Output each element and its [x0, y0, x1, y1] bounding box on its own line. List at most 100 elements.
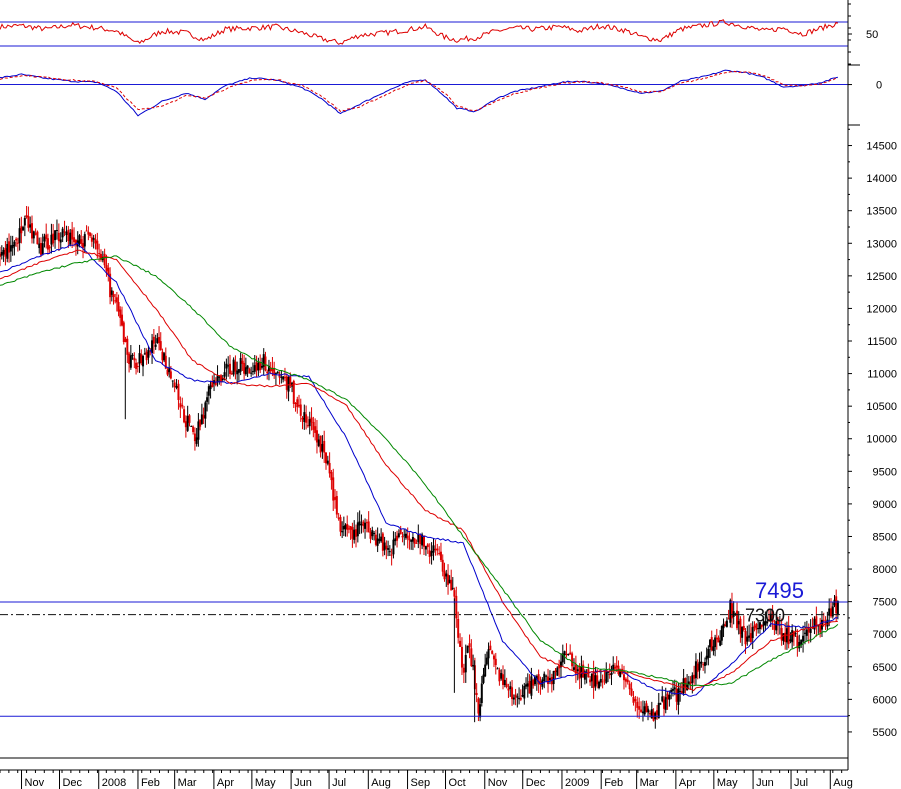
candle-up	[54, 230, 57, 241]
x-tick-label: Dec	[62, 777, 82, 789]
candle-down	[558, 664, 561, 669]
candle-up	[267, 365, 270, 372]
candle-up	[712, 646, 715, 652]
candle-up	[791, 630, 794, 643]
candle-down	[369, 531, 372, 539]
candle-up	[748, 635, 751, 638]
candle-down	[636, 701, 639, 708]
x-tick-label: Jul	[794, 777, 808, 789]
candle-up	[204, 402, 207, 419]
x-tick-label: Oct	[449, 777, 466, 789]
candle-up	[802, 635, 805, 642]
candle-up	[11, 244, 14, 249]
candle-up	[41, 243, 44, 254]
candle-down	[830, 608, 833, 617]
candle-down	[177, 383, 180, 400]
candle-up	[6, 243, 9, 259]
candle-down	[278, 373, 281, 378]
candle-down	[423, 535, 425, 547]
candle-up	[417, 534, 420, 543]
candle-up	[764, 620, 767, 626]
candle-up	[218, 376, 221, 378]
candle-up	[131, 354, 134, 356]
candle-down	[739, 618, 742, 635]
x-tick-label: Nov	[25, 777, 45, 789]
candle-up	[404, 533, 407, 538]
candle-up	[831, 606, 834, 617]
candle-down	[314, 426, 317, 433]
candle-up	[583, 671, 586, 680]
candle-down	[656, 710, 659, 715]
candle-down	[296, 399, 299, 408]
candle-down	[447, 574, 450, 585]
candle-down	[140, 354, 143, 364]
candle-down	[4, 248, 7, 257]
candle-down	[492, 655, 495, 660]
candle-up	[303, 412, 306, 422]
x-tick-label: Jun	[756, 777, 774, 789]
candle-down	[234, 361, 237, 372]
candle-down	[335, 496, 338, 515]
candle-up	[572, 667, 575, 670]
candle-up	[782, 633, 785, 642]
candle-down	[498, 669, 501, 682]
candle-up	[590, 673, 593, 682]
candle-down	[173, 382, 176, 388]
candle-up	[61, 228, 64, 238]
candle-down	[273, 368, 276, 376]
y-tick-label: 8000	[873, 564, 897, 576]
candle-down	[434, 548, 437, 551]
candle-up	[668, 694, 671, 700]
candle-up	[432, 545, 435, 553]
candle-up	[22, 227, 25, 231]
candle-up	[659, 703, 662, 705]
candle-down	[628, 683, 631, 690]
candle-down	[507, 688, 510, 691]
candle-down	[649, 712, 652, 715]
candle-up	[525, 684, 528, 687]
x-tick-label: Jun	[294, 777, 312, 789]
candle-up	[197, 421, 200, 440]
candle-down	[112, 294, 115, 298]
candle-down	[117, 302, 120, 312]
candle-down	[337, 517, 340, 519]
candle-down	[46, 238, 49, 250]
candle-up	[530, 676, 533, 696]
candle-down	[283, 377, 286, 379]
candle-up	[671, 689, 674, 691]
candle-down	[777, 619, 780, 626]
candle-up	[186, 415, 189, 431]
candle-up	[143, 353, 146, 355]
candle-up	[246, 365, 249, 369]
candle-down	[622, 674, 625, 681]
candle-down	[815, 616, 818, 627]
candle-down	[292, 380, 295, 404]
candle-up	[732, 611, 735, 617]
candle-down	[727, 618, 730, 620]
candle-down	[666, 693, 669, 700]
candle-down	[310, 417, 313, 423]
candle-up	[670, 689, 673, 693]
candle-down	[603, 679, 606, 681]
x-tick-label: Feb	[604, 777, 623, 789]
candle-down	[289, 376, 292, 385]
candle-up	[521, 695, 524, 697]
candle-down	[565, 654, 568, 656]
candle-down	[505, 683, 508, 688]
y-tick-label: 8500	[873, 531, 897, 543]
candle-down	[312, 421, 315, 430]
candle-down	[578, 666, 581, 679]
candle-down	[582, 664, 585, 678]
moving-average-line	[0, 249, 838, 692]
candle-down	[489, 645, 492, 651]
candle-down	[48, 246, 51, 249]
candle-down	[569, 652, 572, 655]
candle-up	[758, 622, 761, 630]
candle-up	[341, 531, 344, 533]
candle-down	[396, 535, 399, 541]
candle-down	[385, 545, 388, 549]
candle-down	[90, 237, 93, 242]
candle-up	[410, 539, 413, 542]
candle-up	[757, 627, 760, 629]
candle-up	[2, 249, 5, 255]
